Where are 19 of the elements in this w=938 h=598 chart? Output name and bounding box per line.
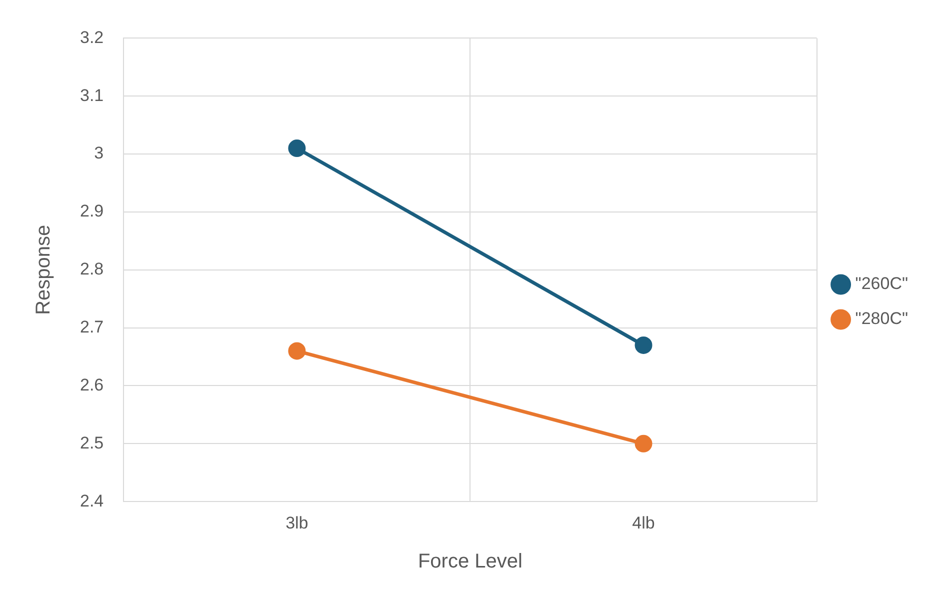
point [634, 434, 652, 452]
y-tick-label: 2.7 [80, 318, 104, 337]
x-axis-title: Force Level [418, 550, 522, 573]
y-tick-label: 3.2 [80, 28, 104, 47]
y-tick-label: 2.4 [80, 491, 104, 510]
legend-label: "280C" [855, 309, 908, 328]
y-tick-label: 2.6 [80, 375, 104, 394]
y-axis-title: Response [32, 224, 55, 315]
point [288, 342, 306, 360]
point [288, 140, 306, 158]
y-tick-label: 2.5 [80, 433, 104, 452]
x-tick-label: 3lb [286, 513, 308, 532]
y-tick-label: 2.8 [80, 260, 104, 279]
y-tick-label: 3.1 [80, 86, 104, 105]
x-tick-label: 4lb [632, 513, 655, 532]
y-tick-label: 3 [94, 144, 104, 163]
legend-label: "260C" [855, 274, 908, 294]
y-tick-label: 2.9 [80, 202, 104, 221]
point [634, 336, 652, 354]
